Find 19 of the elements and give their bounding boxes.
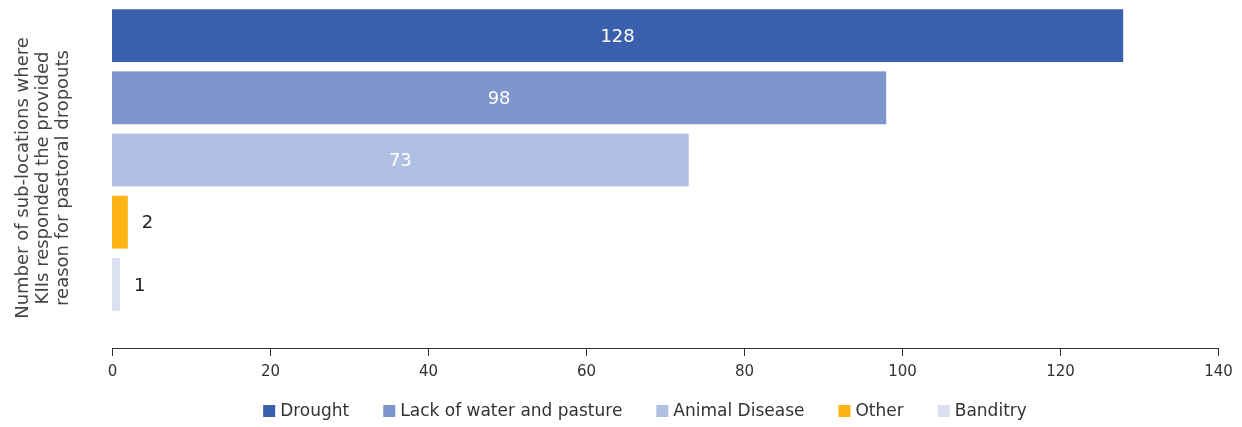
data-label: 73 (388, 149, 412, 171)
legend-label: Lack of water and pasture (400, 400, 623, 420)
data-label: 128 (600, 24, 635, 46)
x-tick-label: 0 (107, 361, 118, 380)
legend-label: Animal Disease (673, 400, 805, 420)
data-label: 2 (141, 211, 154, 233)
legend-label: Drought (280, 400, 350, 420)
legend-label: Other (855, 400, 904, 420)
data-label: 1 (133, 273, 146, 295)
x-tick-label: 120 (1046, 361, 1075, 380)
data-label: 98 (487, 87, 511, 109)
x-tick-label: 60 (576, 361, 597, 380)
x-tick-label: 80 (734, 361, 755, 380)
legend-label: Banditry (954, 400, 1027, 420)
x-tick-label: 20 (260, 361, 281, 380)
x-tick-label: 40 (418, 361, 439, 380)
x-tick-label: 100 (888, 361, 917, 380)
y-axis-title: Number of sub-locations where KIIs responded the provided reason for pastoral dropouts (11, 37, 72, 319)
x-tick-label: 140 (1204, 361, 1233, 380)
